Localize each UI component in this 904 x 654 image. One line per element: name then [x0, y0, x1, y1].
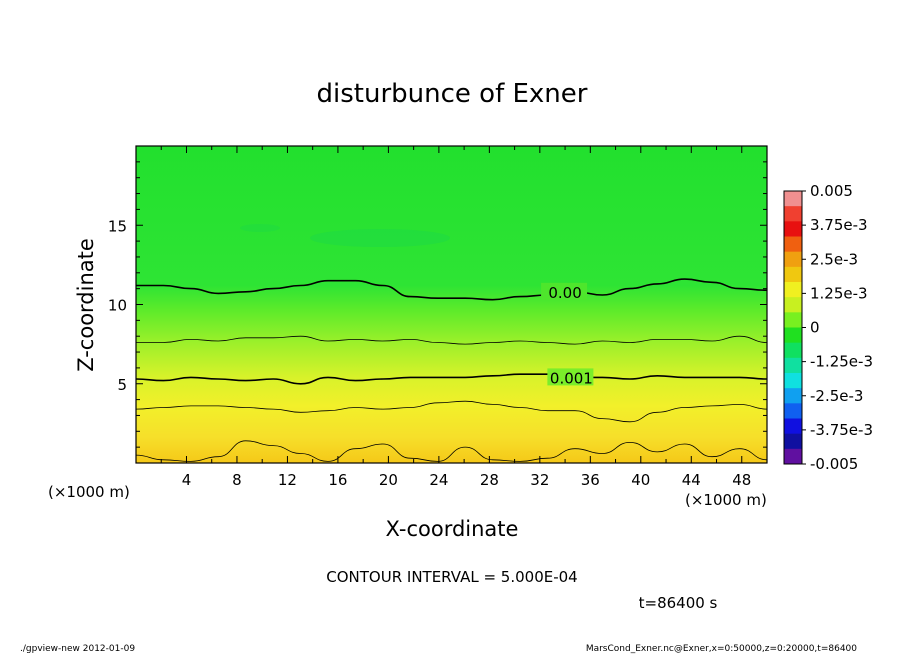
contour-labels: 0.00 0.001 — [541, 282, 594, 387]
colorbar-label: 3.75e-3 — [810, 216, 868, 234]
contour-label: 0.001 — [550, 369, 593, 387]
colorbar-swatch — [784, 251, 802, 268]
x-tick-label: 28 — [480, 471, 499, 489]
field-patch — [310, 229, 450, 247]
colorbar-label: 1.25e-3 — [810, 284, 868, 302]
contour-label-bg — [541, 282, 588, 300]
x-tick-label: 8 — [232, 471, 242, 489]
colorbar-swatch — [784, 327, 802, 344]
contour-line-3 — [136, 400, 767, 423]
x-tick-label: 20 — [379, 471, 398, 489]
time-stamp: t=86400 s — [639, 594, 718, 612]
colorbar-label: -2.5e-3 — [810, 387, 863, 405]
colorbar-swatch — [784, 373, 802, 389]
colorbar-swatch — [784, 266, 802, 283]
colorbar-label: 0 — [810, 319, 820, 337]
x-tick-label: 16 — [328, 471, 347, 489]
x-tick-label: 24 — [429, 471, 448, 489]
contour-line-0 — [136, 278, 767, 301]
x-tick-label: 36 — [581, 471, 600, 489]
colorbar-swatch — [784, 403, 802, 419]
x-axis-label: X-coordinate — [386, 517, 519, 541]
x-axis-unit-right: (×1000 m) — [685, 491, 767, 509]
colorbar-swatch — [784, 312, 802, 328]
x-tick-label: 48 — [732, 471, 751, 489]
colorbar-label: 0.005 — [810, 182, 853, 200]
x-tick-label: 4 — [182, 471, 192, 489]
y-tick-label: 5 — [117, 376, 127, 394]
x-tick-label: 12 — [278, 471, 297, 489]
x-tick-label: 44 — [682, 471, 701, 489]
colorbar-label: -3.75e-3 — [810, 421, 873, 439]
x-tick-label: 40 — [631, 471, 650, 489]
colorbar-swatch — [784, 448, 802, 465]
field-patch — [240, 224, 280, 232]
footer-right: MarsCond_Exner.nc@Exner,x=0:50000,z=0:20… — [586, 644, 857, 654]
chart-title: disturbunce of Exner — [317, 79, 588, 109]
colorbar-swatch — [784, 297, 802, 313]
contour-label: 0.00 — [548, 284, 581, 302]
colorbar-swatch — [784, 342, 802, 359]
colorbar-swatch — [784, 357, 802, 374]
contour-interval-note: CONTOUR INTERVAL = 5.000E-04 — [326, 568, 577, 586]
colorbar-swatch — [784, 282, 802, 298]
x-axis-unit-left: (×1000 m) — [48, 483, 130, 501]
colorbar — [784, 191, 802, 465]
colorbar-label: 2.5e-3 — [810, 250, 858, 268]
y-tick-label: 15 — [108, 217, 127, 235]
y-tick-label: 10 — [108, 297, 127, 315]
colorbar-label: -1.25e-3 — [810, 353, 873, 371]
colorbar-label: -0.005 — [810, 455, 858, 473]
colorbar-swatch — [784, 206, 802, 222]
colorbar-swatch — [784, 236, 802, 253]
footer-left: ./gpview-new 2012-01-09 — [20, 644, 135, 654]
contour-line-4 — [136, 440, 767, 462]
colorbar-labels: 0.005 3.75e-3 2.5e-3 1.25e-3 0 -1.25e-3 -2.5e-… — [802, 182, 873, 473]
colorbar-swatch — [784, 433, 802, 450]
x-tick-label: 32 — [530, 471, 549, 489]
plot-field — [136, 146, 767, 463]
contour-line-2 — [136, 373, 767, 385]
colorbar-swatch — [784, 221, 802, 237]
contour-label-bg — [547, 368, 594, 386]
contour-lines — [136, 278, 767, 462]
contour-line-1 — [136, 335, 767, 345]
colorbar-swatch — [784, 191, 802, 207]
colorbar-swatch — [784, 388, 802, 404]
colorbar-swatch — [784, 418, 802, 435]
y-axis-ticks: 5 10 15 — [108, 161, 767, 448]
x-axis-ticks: 4 8 12 16 20 24 28 32 36 40 44 48 — [160, 146, 751, 489]
y-axis-label: Z-coordinate — [74, 238, 98, 372]
